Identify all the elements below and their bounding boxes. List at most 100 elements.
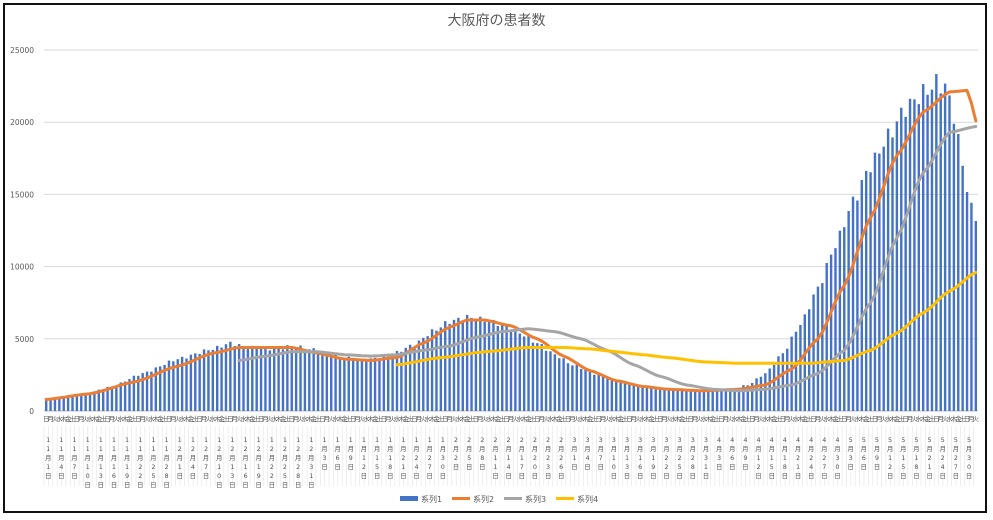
x-date-label: 1 (309, 436, 313, 444)
bar (729, 388, 732, 411)
bar (891, 137, 894, 412)
x-date-label: 日 (361, 472, 368, 480)
x-weekday-label: 木 (275, 414, 282, 423)
x-date-label: 1 (125, 436, 129, 444)
x-weekday-label: 火 (727, 415, 734, 423)
x-date-label: 7 (520, 463, 524, 471)
x-date-label: 5 (678, 463, 682, 471)
x-weekday-label: 土 (315, 414, 322, 423)
x-date-label: 1 (72, 436, 76, 444)
x-weekday-label: 金 (740, 414, 747, 423)
bar (216, 345, 219, 411)
x-date-label: 9 (651, 463, 655, 471)
x-date-label: 2 (165, 463, 169, 471)
x-date-label: 1 (638, 454, 642, 462)
x-date-label: 日 (729, 463, 736, 471)
x-weekday-label: 日 (258, 415, 265, 423)
bar (970, 202, 973, 411)
bar (391, 355, 394, 411)
x-date-label: 日 (637, 472, 644, 480)
bar (123, 381, 127, 411)
x-weekday-label: 火 (512, 415, 519, 423)
x-date-label: 月 (571, 445, 578, 453)
bar (693, 390, 697, 411)
x-weekday-label: 土 (837, 414, 844, 423)
x-weekday-label: 水 (210, 414, 217, 423)
x-date-label: 日 (111, 481, 118, 489)
y-tick-label: 20000 (10, 118, 34, 127)
bar (610, 378, 614, 411)
x-date-label: 月 (45, 454, 52, 462)
bar (553, 354, 557, 411)
bar (255, 348, 258, 411)
bar (698, 390, 701, 411)
bar (312, 348, 315, 411)
bar (400, 351, 403, 411)
x-date-label: 3 (849, 454, 853, 462)
x-date-label: 2 (546, 436, 550, 444)
x-weekday-label: 火 (850, 415, 857, 423)
x-weekday-label: 木 (306, 414, 313, 423)
x-weekday-label: 月 (231, 415, 238, 423)
x-weekday-label: 日 (964, 415, 971, 423)
x-date-label: 1 (493, 454, 497, 462)
x-date-label: 1 (257, 463, 261, 471)
x-date-label: 1 (507, 454, 511, 462)
x-weekday-label: 日 (841, 415, 848, 423)
x-date-label: 日 (847, 463, 854, 471)
bar (62, 397, 65, 411)
x-weekday-label: 水 (946, 414, 953, 423)
x-date-label: 日 (650, 472, 657, 480)
x-weekday-label: 水 (517, 414, 524, 423)
x-weekday-label: 月 (784, 415, 791, 423)
bar (422, 337, 425, 411)
x-weekday-label: 木 (521, 414, 528, 423)
x-date-label: 2 (138, 472, 142, 480)
x-weekday-label: 水 (179, 414, 186, 423)
x-weekday-label: 水 (117, 414, 124, 423)
x-date-label: 2 (520, 436, 524, 444)
bar (325, 353, 329, 411)
x-weekday-label: 日 (289, 415, 296, 423)
x-date-label: 4 (59, 463, 63, 471)
x-date-label: 月 (795, 445, 802, 453)
x-date-label: 2 (559, 436, 563, 444)
x-weekday-label: 金 (188, 414, 195, 423)
x-weekday-label: 日 (595, 415, 602, 423)
x-weekday-label: 土 (284, 414, 291, 423)
x-weekday-label: 木 (214, 414, 221, 423)
x-date-label: 3 (322, 454, 326, 462)
x-date-label: 日 (887, 472, 894, 480)
x-weekday-label: 火 (819, 415, 826, 423)
x-date-label: 2 (428, 454, 432, 462)
bar (347, 356, 350, 411)
x-date-label: 2 (493, 436, 497, 444)
x-date-label: 月 (413, 445, 420, 453)
x-weekday-label: 水 (394, 414, 401, 423)
x-weekday-label: 土 (253, 414, 260, 423)
x-date-label: 日 (308, 481, 315, 489)
x-date-label: 2 (691, 454, 695, 462)
x-weekday-label: 金 (157, 414, 164, 423)
x-date-label: 3 (99, 472, 103, 480)
bar (943, 83, 947, 411)
bar (417, 340, 421, 411)
x-weekday-label: 水 (148, 414, 155, 423)
x-date-label: 1 (151, 436, 155, 444)
x-date-label: 月 (676, 445, 683, 453)
x-date-label: 2 (888, 463, 892, 471)
x-date-label: 1 (901, 454, 905, 462)
x-date-label: 月 (597, 445, 604, 453)
x-weekday-label: 日 (473, 415, 480, 423)
bar (211, 349, 215, 411)
bar (869, 172, 872, 411)
x-date-label: 2 (756, 463, 760, 471)
x-date-label: 日 (321, 463, 328, 471)
x-date-label: 7 (954, 463, 958, 471)
x-date-label: 日 (584, 463, 591, 471)
bar (794, 331, 798, 411)
x-weekday-label: 月 (692, 415, 699, 423)
bar (189, 354, 193, 411)
x-date-label: 月 (255, 454, 262, 462)
x-weekday-label: 火 (297, 415, 304, 423)
